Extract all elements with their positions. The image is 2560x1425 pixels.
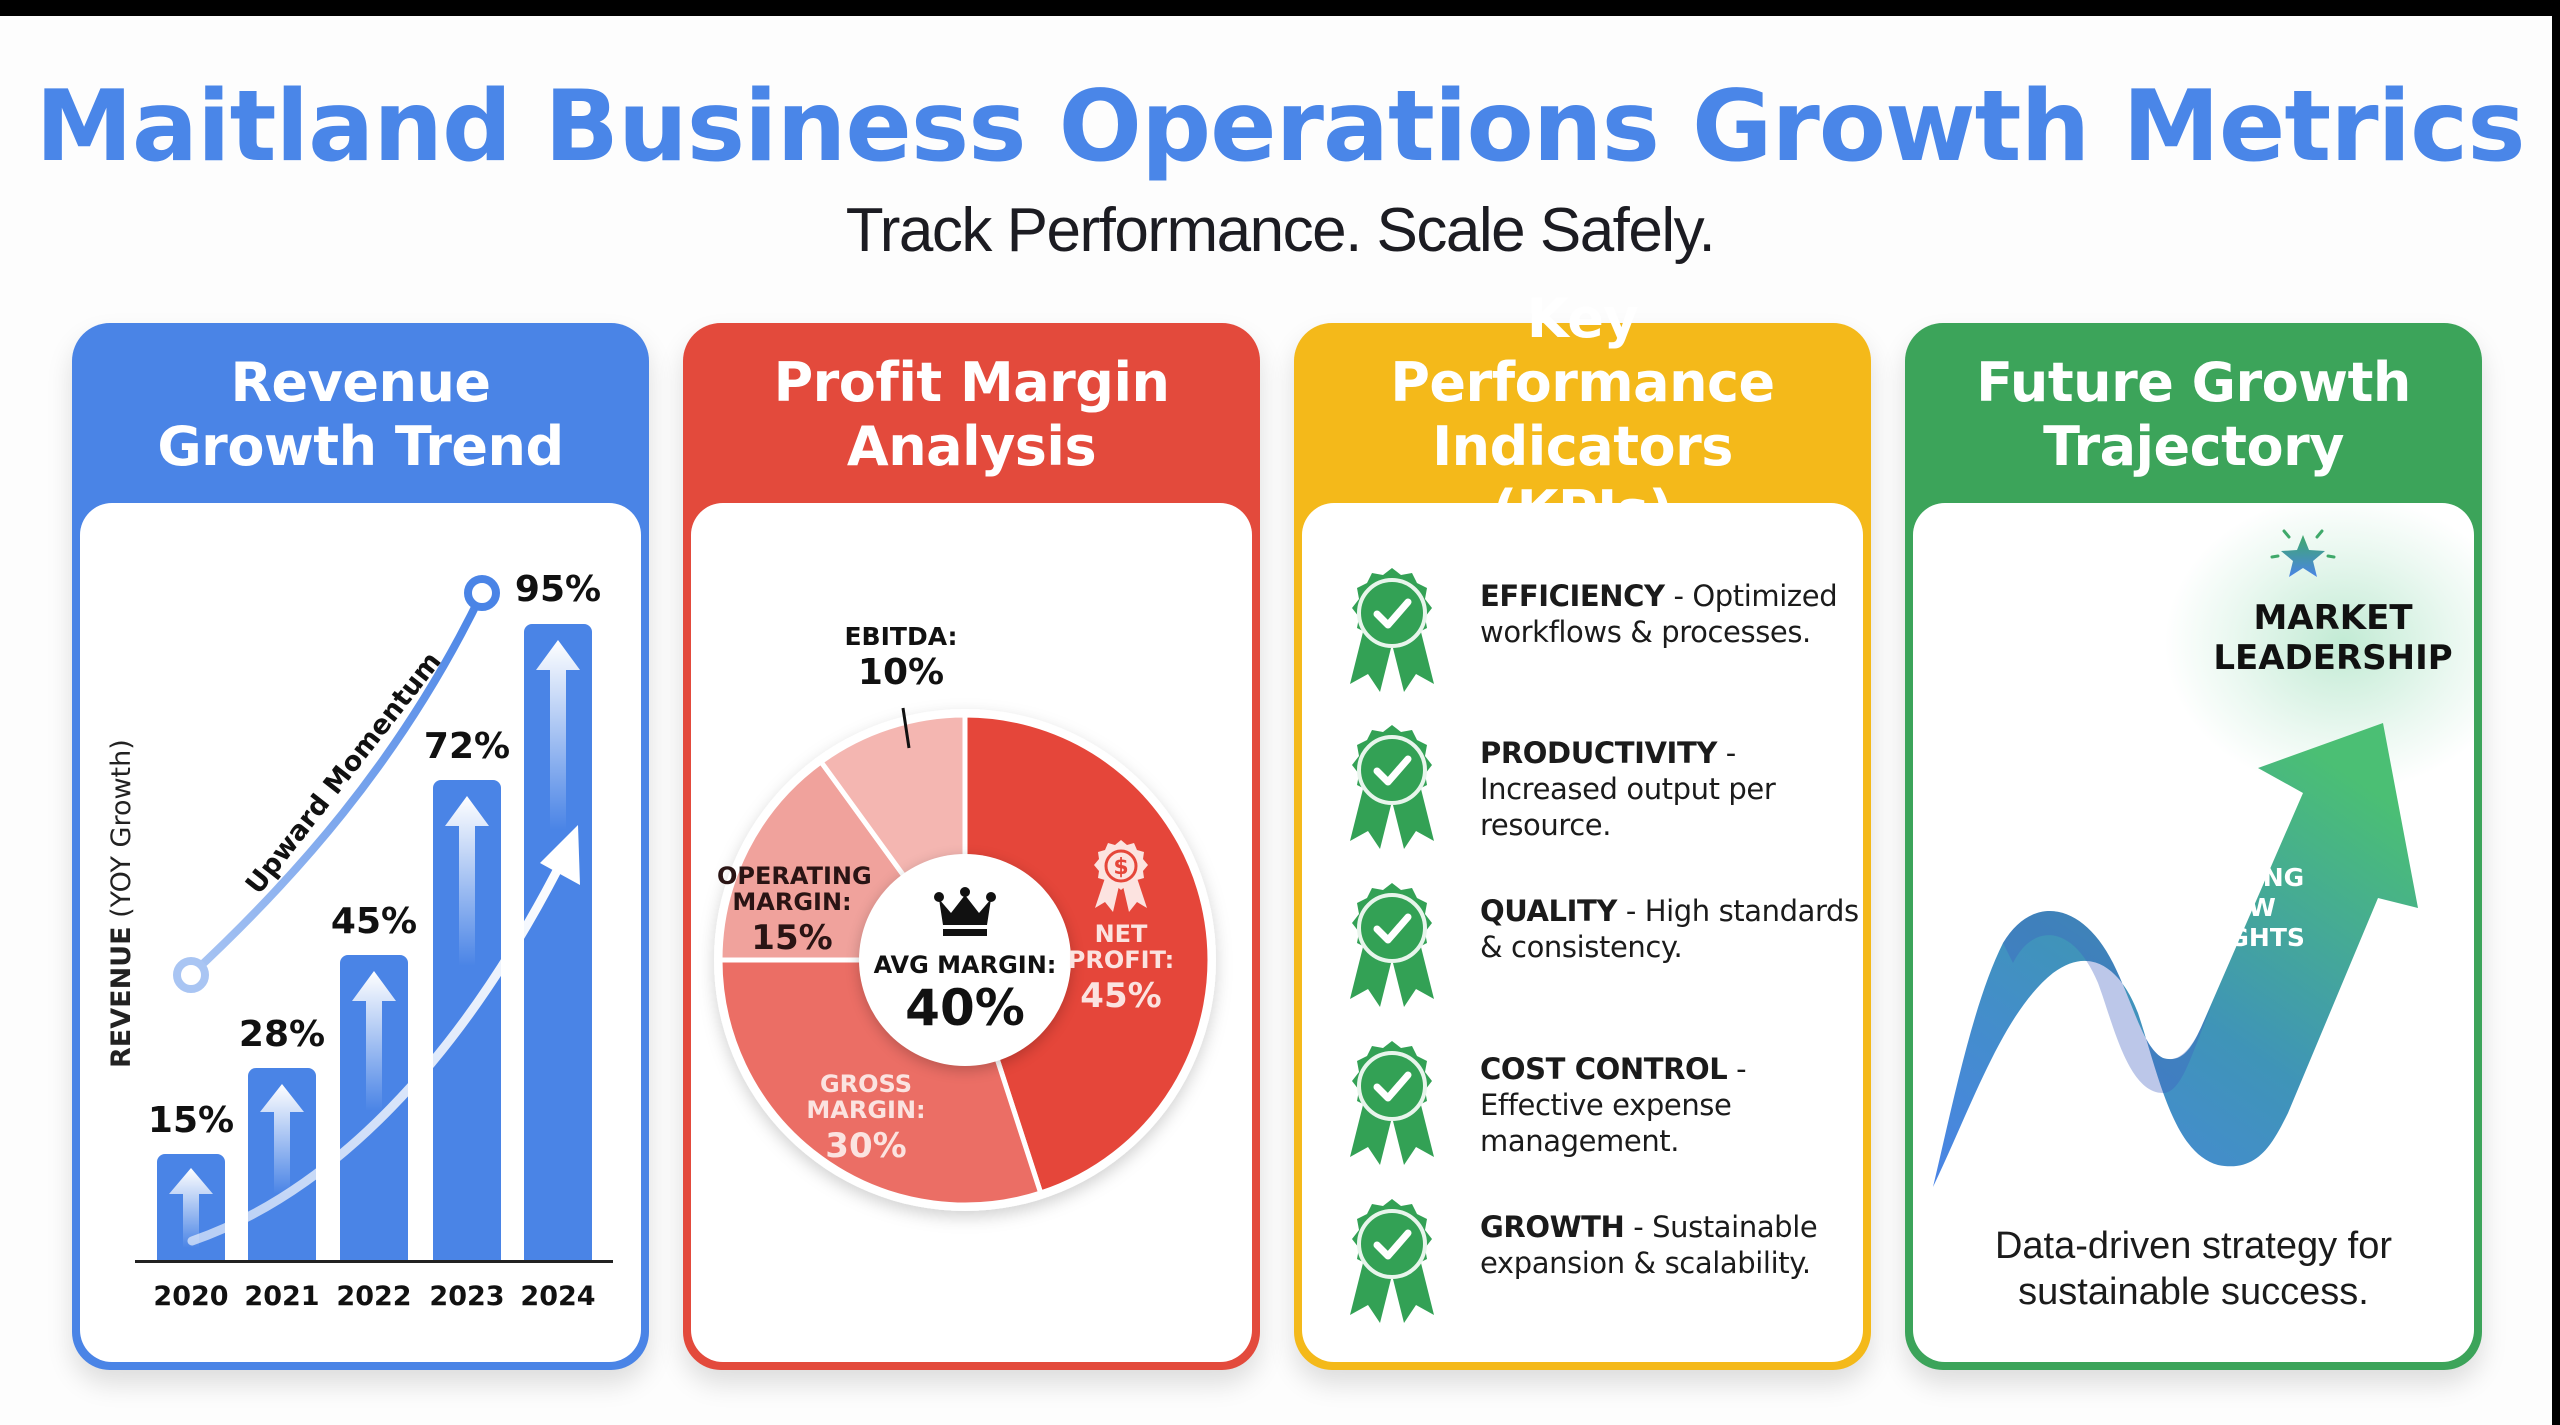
kpi-list: EFFICIENCY - Optimized workflows & proce… xyxy=(1302,503,1863,1362)
x-tick-2023: 2023 xyxy=(429,1281,505,1312)
up-arrow-icon xyxy=(352,971,396,1111)
bar-2021 xyxy=(248,1068,316,1260)
x-tick-2024: 2024 xyxy=(520,1281,596,1312)
kpi-item-productivity: PRODUCTIVITY - Increased output per reso… xyxy=(1342,715,1862,855)
kpi-item-quality: QUALITY - High standards & consistency. xyxy=(1342,873,1862,1013)
profit-pie-chart: AVG MARGIN: 40% EBITDA: 10% OPERATING MA… xyxy=(691,503,1252,1362)
revenue-panel: Revenue Growth Trend REVENUE (YOY Growth… xyxy=(72,323,649,1370)
kpi-text: QUALITY - High standards & consistency. xyxy=(1480,894,1859,964)
gross-margin-label: GROSS MARGIN: 30% xyxy=(806,1070,926,1166)
bar-value-2022: 45% xyxy=(330,901,418,942)
avg-margin-label: AVG MARGIN: xyxy=(873,951,1057,979)
kpi-panel-title: Key Performance Indicators (KPIs) xyxy=(1390,287,1775,542)
bar-2024 xyxy=(524,624,592,1260)
avg-margin-value: 40% xyxy=(905,979,1025,1037)
bar-value-2021: 28% xyxy=(238,1014,326,1055)
growth-arrow-icon xyxy=(1933,723,2418,1187)
bar-value-2023: 72% xyxy=(423,726,511,767)
x-axis-line xyxy=(135,1260,613,1263)
profit-panel-title: Profit Margin Analysis xyxy=(773,351,1170,478)
kpi-text: GROWTH - Sustainable expansion & scalabi… xyxy=(1480,1210,1818,1280)
crown-icon xyxy=(934,887,996,936)
right-black-bar xyxy=(2552,0,2560,1425)
page-subtitle: Track Performance. Scale Safely. xyxy=(845,196,1716,265)
star-icon xyxy=(2270,529,2336,577)
future-footer-text: Data-driven strategy for sustainable suc… xyxy=(1994,1225,2393,1313)
future-panel: Future Growth Trajectory MARKET LEADERSH… xyxy=(1905,323,2482,1370)
revenue-panel-title: Revenue Growth Trend xyxy=(157,351,564,478)
kpi-item-growth: GROWTH - Sustainable expansion & scalabi… xyxy=(1342,1189,1862,1329)
check-award-icon xyxy=(1350,1199,1434,1323)
momentum-line xyxy=(173,575,500,993)
check-award-icon xyxy=(1350,568,1434,692)
up-arrow-icon xyxy=(445,796,489,966)
bar-value-2020: 15% xyxy=(147,1100,235,1141)
kpi-item-efficiency: EFFICIENCY - Optimized workflows & proce… xyxy=(1342,558,1862,698)
kpi-text: COST CONTROL - Effective expense managem… xyxy=(1480,1052,1747,1158)
net-profit-label: NET PROFIT: 45% xyxy=(1067,920,1175,1016)
ebitda-label: EBITDA: 10% xyxy=(844,622,958,693)
check-award-icon xyxy=(1350,725,1434,849)
check-award-icon xyxy=(1350,883,1434,1007)
scaling-new-heights-label: SCALING NEW HEIGHTS xyxy=(2181,863,2305,952)
up-arrow-icon xyxy=(536,640,580,830)
page-title: Maitland Business Operations Growth Metr… xyxy=(35,70,2525,184)
operating-margin-label: OPERATING MARGIN: 15% xyxy=(717,862,872,958)
slice-net-profit xyxy=(962,712,1213,1197)
bar-value-2024: 95% xyxy=(514,569,602,610)
x-tick-2020: 2020 xyxy=(153,1281,229,1312)
kpi-item-cost-control: COST CONTROL - Effective expense managem… xyxy=(1342,1031,1862,1171)
market-leadership-label: MARKET LEADERSHIP xyxy=(2213,598,2453,678)
up-arrow-icon xyxy=(169,1168,213,1248)
x-tick-2021: 2021 xyxy=(244,1281,320,1312)
top-black-bar xyxy=(0,0,2560,16)
kpi-panel: Key Performance Indicators (KPIs) EFFICI… xyxy=(1294,287,1871,1370)
profit-panel: Profit Margin Analysis xyxy=(683,323,1260,1370)
kpi-text: PRODUCTIVITY - Increased output per reso… xyxy=(1480,736,1776,842)
check-award-icon xyxy=(1350,1041,1434,1165)
trend-swoosh-arrow xyxy=(187,825,580,1246)
up-arrow-icon xyxy=(260,1084,304,1194)
svg-text:$: $ xyxy=(1113,855,1128,880)
avg-margin-circle: AVG MARGIN: 40% xyxy=(859,854,1071,1066)
dollar-medal-icon: $ xyxy=(1094,840,1148,912)
kpi-text: EFFICIENCY - Optimized workflows & proce… xyxy=(1480,579,1838,649)
future-illustration: MARKET LEADERSHIP SCALING NE xyxy=(1913,503,2474,1362)
x-tick-2022: 2022 xyxy=(336,1281,412,1312)
future-panel-title: Future Growth Trajectory xyxy=(1976,351,2411,478)
revenue-chart: REVENUE (YOY Growth) xyxy=(80,503,641,1362)
